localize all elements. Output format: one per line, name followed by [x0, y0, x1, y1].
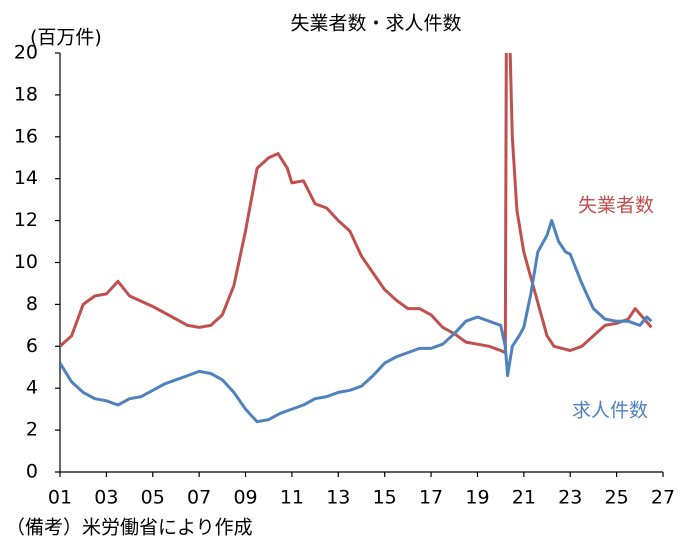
y-tick-label: 14 — [14, 167, 38, 189]
x-tick-label: 15 — [373, 487, 397, 509]
y-tick-label: 6 — [26, 335, 38, 357]
y-tick-label: 18 — [14, 83, 38, 105]
x-tick-label: 21 — [512, 487, 536, 509]
x-tick-label: 23 — [558, 487, 582, 509]
x-tick-label: 01 — [48, 487, 72, 509]
y-unit: (百万件) — [30, 27, 102, 49]
x-tick-label: 27 — [651, 487, 675, 509]
series-label: 失業者数 — [578, 195, 654, 217]
x-tick-label: 07 — [187, 487, 211, 509]
y-tick-label: 12 — [14, 209, 38, 231]
x-tick-label: 11 — [280, 487, 304, 509]
x-tick-label: 25 — [605, 487, 629, 509]
chart-title: 失業者数・求人件数 — [290, 13, 461, 35]
y-tick-label: 16 — [14, 125, 38, 147]
series-label: 求人件数 — [572, 400, 648, 422]
x-tick-label: 19 — [465, 487, 489, 509]
y-tick-label: 20 — [14, 42, 38, 64]
y-tick-label: 4 — [26, 377, 38, 399]
note: （備考）米労働省により作成 — [6, 517, 253, 539]
y-tick-label: 0 — [26, 461, 38, 483]
x-tick-label: 13 — [326, 487, 350, 509]
x-tick-label: 17 — [419, 487, 443, 509]
y-tick-label: 8 — [26, 293, 38, 315]
x-tick-label: 03 — [94, 487, 118, 509]
series-line — [60, 53, 653, 355]
y-tick-label: 10 — [14, 251, 38, 273]
series-line — [60, 219, 653, 424]
plot-area — [60, 53, 653, 424]
x-tick-label: 05 — [141, 487, 165, 509]
y-tick-label: 2 — [26, 419, 38, 441]
x-tick-label: 09 — [233, 487, 257, 509]
